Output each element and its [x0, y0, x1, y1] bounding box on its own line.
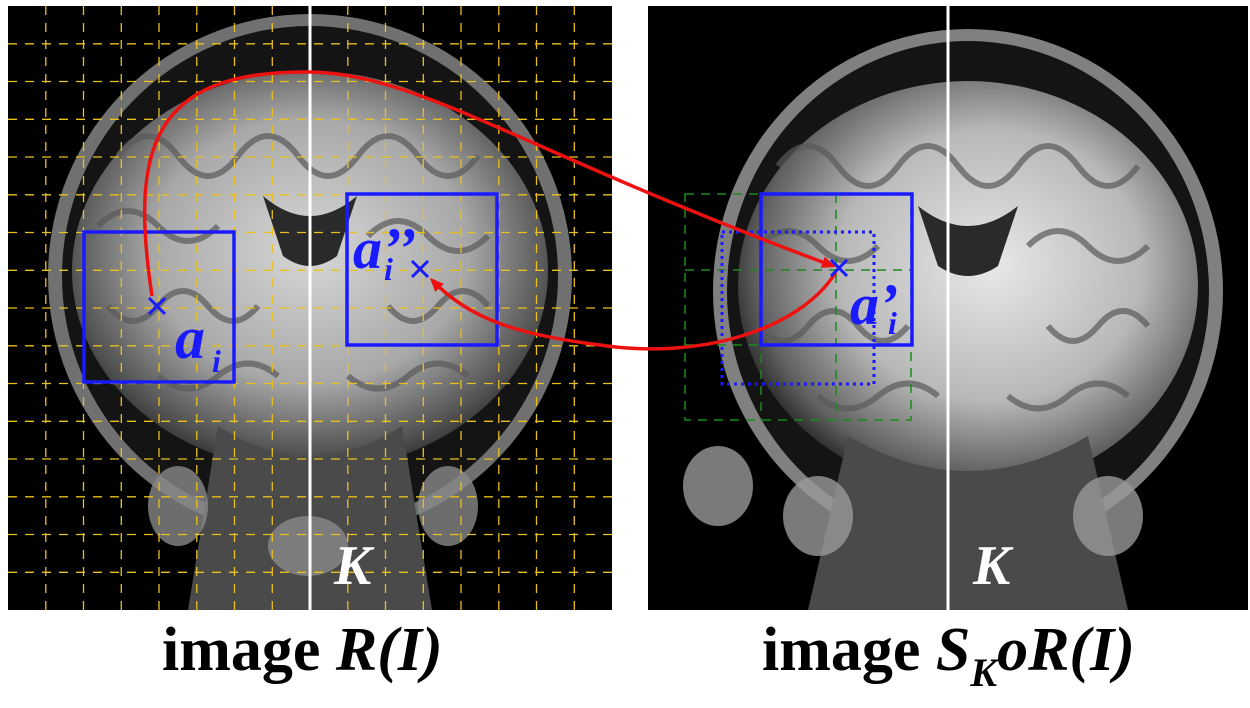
caption-left: image R(I) [162, 615, 443, 685]
left-mri-image [8, 6, 612, 610]
caption-right-sub: K [970, 650, 997, 695]
caption-right-s: S [936, 616, 970, 684]
right-brain-scan [648, 6, 1248, 610]
caption-right-prefix: image [762, 616, 936, 684]
right-mri-image [648, 6, 1248, 610]
caption-left-formula: R(I) [336, 616, 443, 684]
caption-right: image SKoR(I) [762, 615, 1135, 708]
caption-right-rest: oR(I) [997, 616, 1135, 684]
left-brain-scan [8, 6, 612, 610]
caption-left-prefix: image [162, 616, 336, 684]
